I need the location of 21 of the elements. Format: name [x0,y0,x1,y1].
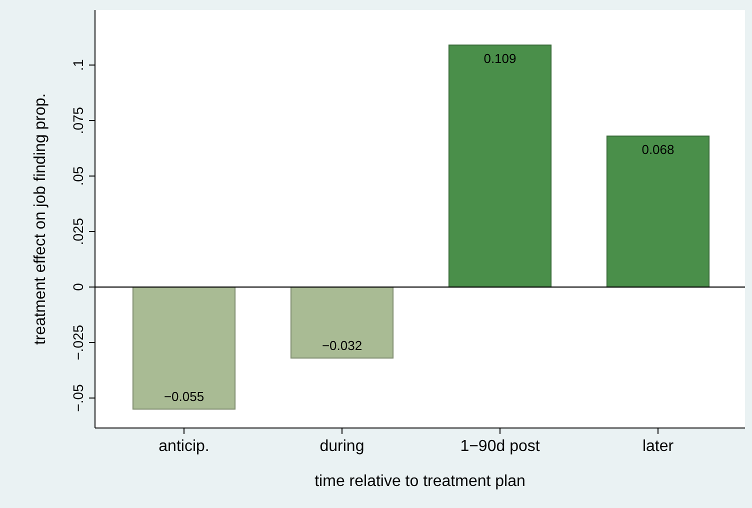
y-tick-label: −.025 [70,324,86,360]
y-axis-title: treatment effect on job finding prop. [32,93,49,345]
bar [132,286,236,410]
x-tick-label: later [642,438,674,455]
x-axis-title: time relative to treatment plan [314,473,526,490]
x-tick-label: 1−90d post [460,438,540,455]
data-label: 0.109 [484,51,516,66]
bar [448,44,552,288]
data-label: −0.032 [322,338,362,354]
y-tick-label: .05 [70,166,86,186]
data-label: −0.055 [164,389,204,404]
bar [606,136,710,288]
x-tick-label: during [320,438,364,455]
bar [290,286,394,359]
data-label: 0.068 [642,142,674,158]
y-tick-label: −.05 [70,384,86,412]
y-tick-label: 0 [70,282,86,291]
x-tick-label: anticip. [158,438,210,455]
y-tick-label: .1 [70,59,86,71]
y-tick-label: .025 [70,218,86,246]
y-tick-label: .075 [70,106,86,134]
